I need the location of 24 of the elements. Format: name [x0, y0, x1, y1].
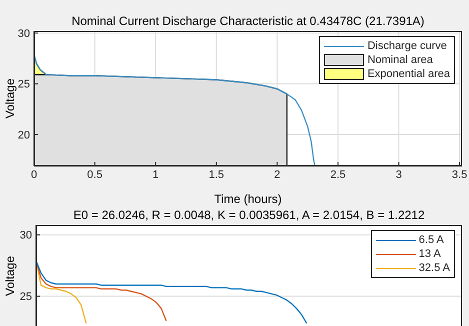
x-tick-label: 1.5: [208, 168, 224, 181]
x-tick-label: 0.5: [87, 168, 102, 181]
y-axis-title: Voltage: [3, 78, 17, 119]
legend-label: Nominal area: [367, 54, 433, 66]
x-tick-label: 3: [396, 168, 402, 181]
chart-title: E0 = 26.0246, R = 0.0048, K = 0.0035961, A = 2.0154, B = 1.2212: [72, 208, 426, 222]
legend-label: 6.5 A: [418, 234, 444, 246]
x-tick-label: 3.5: [452, 168, 468, 181]
y-tick-label: 30: [18, 28, 30, 40]
legend-label: Discharge curve: [367, 40, 447, 52]
y-tick-label: 25: [20, 291, 32, 304]
y-tick-label: 25: [18, 78, 30, 91]
y-tick-label: 20: [18, 129, 30, 142]
y-axis-title: Voltage: [3, 256, 17, 296]
x-axis-title: Time (hours): [214, 192, 282, 206]
legend-label: 32.5 A: [418, 262, 450, 274]
x-tick-label: 0: [30, 168, 38, 181]
legend-label: 13 A: [418, 248, 441, 260]
x-tick-label: 2: [274, 168, 280, 181]
x-tick-label: 2.5: [330, 168, 346, 181]
legend-label: Exponential area: [367, 68, 450, 80]
x-tick-label: 1: [152, 168, 159, 181]
y-tick-label: 30: [20, 230, 32, 242]
chart-title: Nominal Current Discharge Characteristic at 0.43478C (21.7391A): [70, 14, 426, 28]
